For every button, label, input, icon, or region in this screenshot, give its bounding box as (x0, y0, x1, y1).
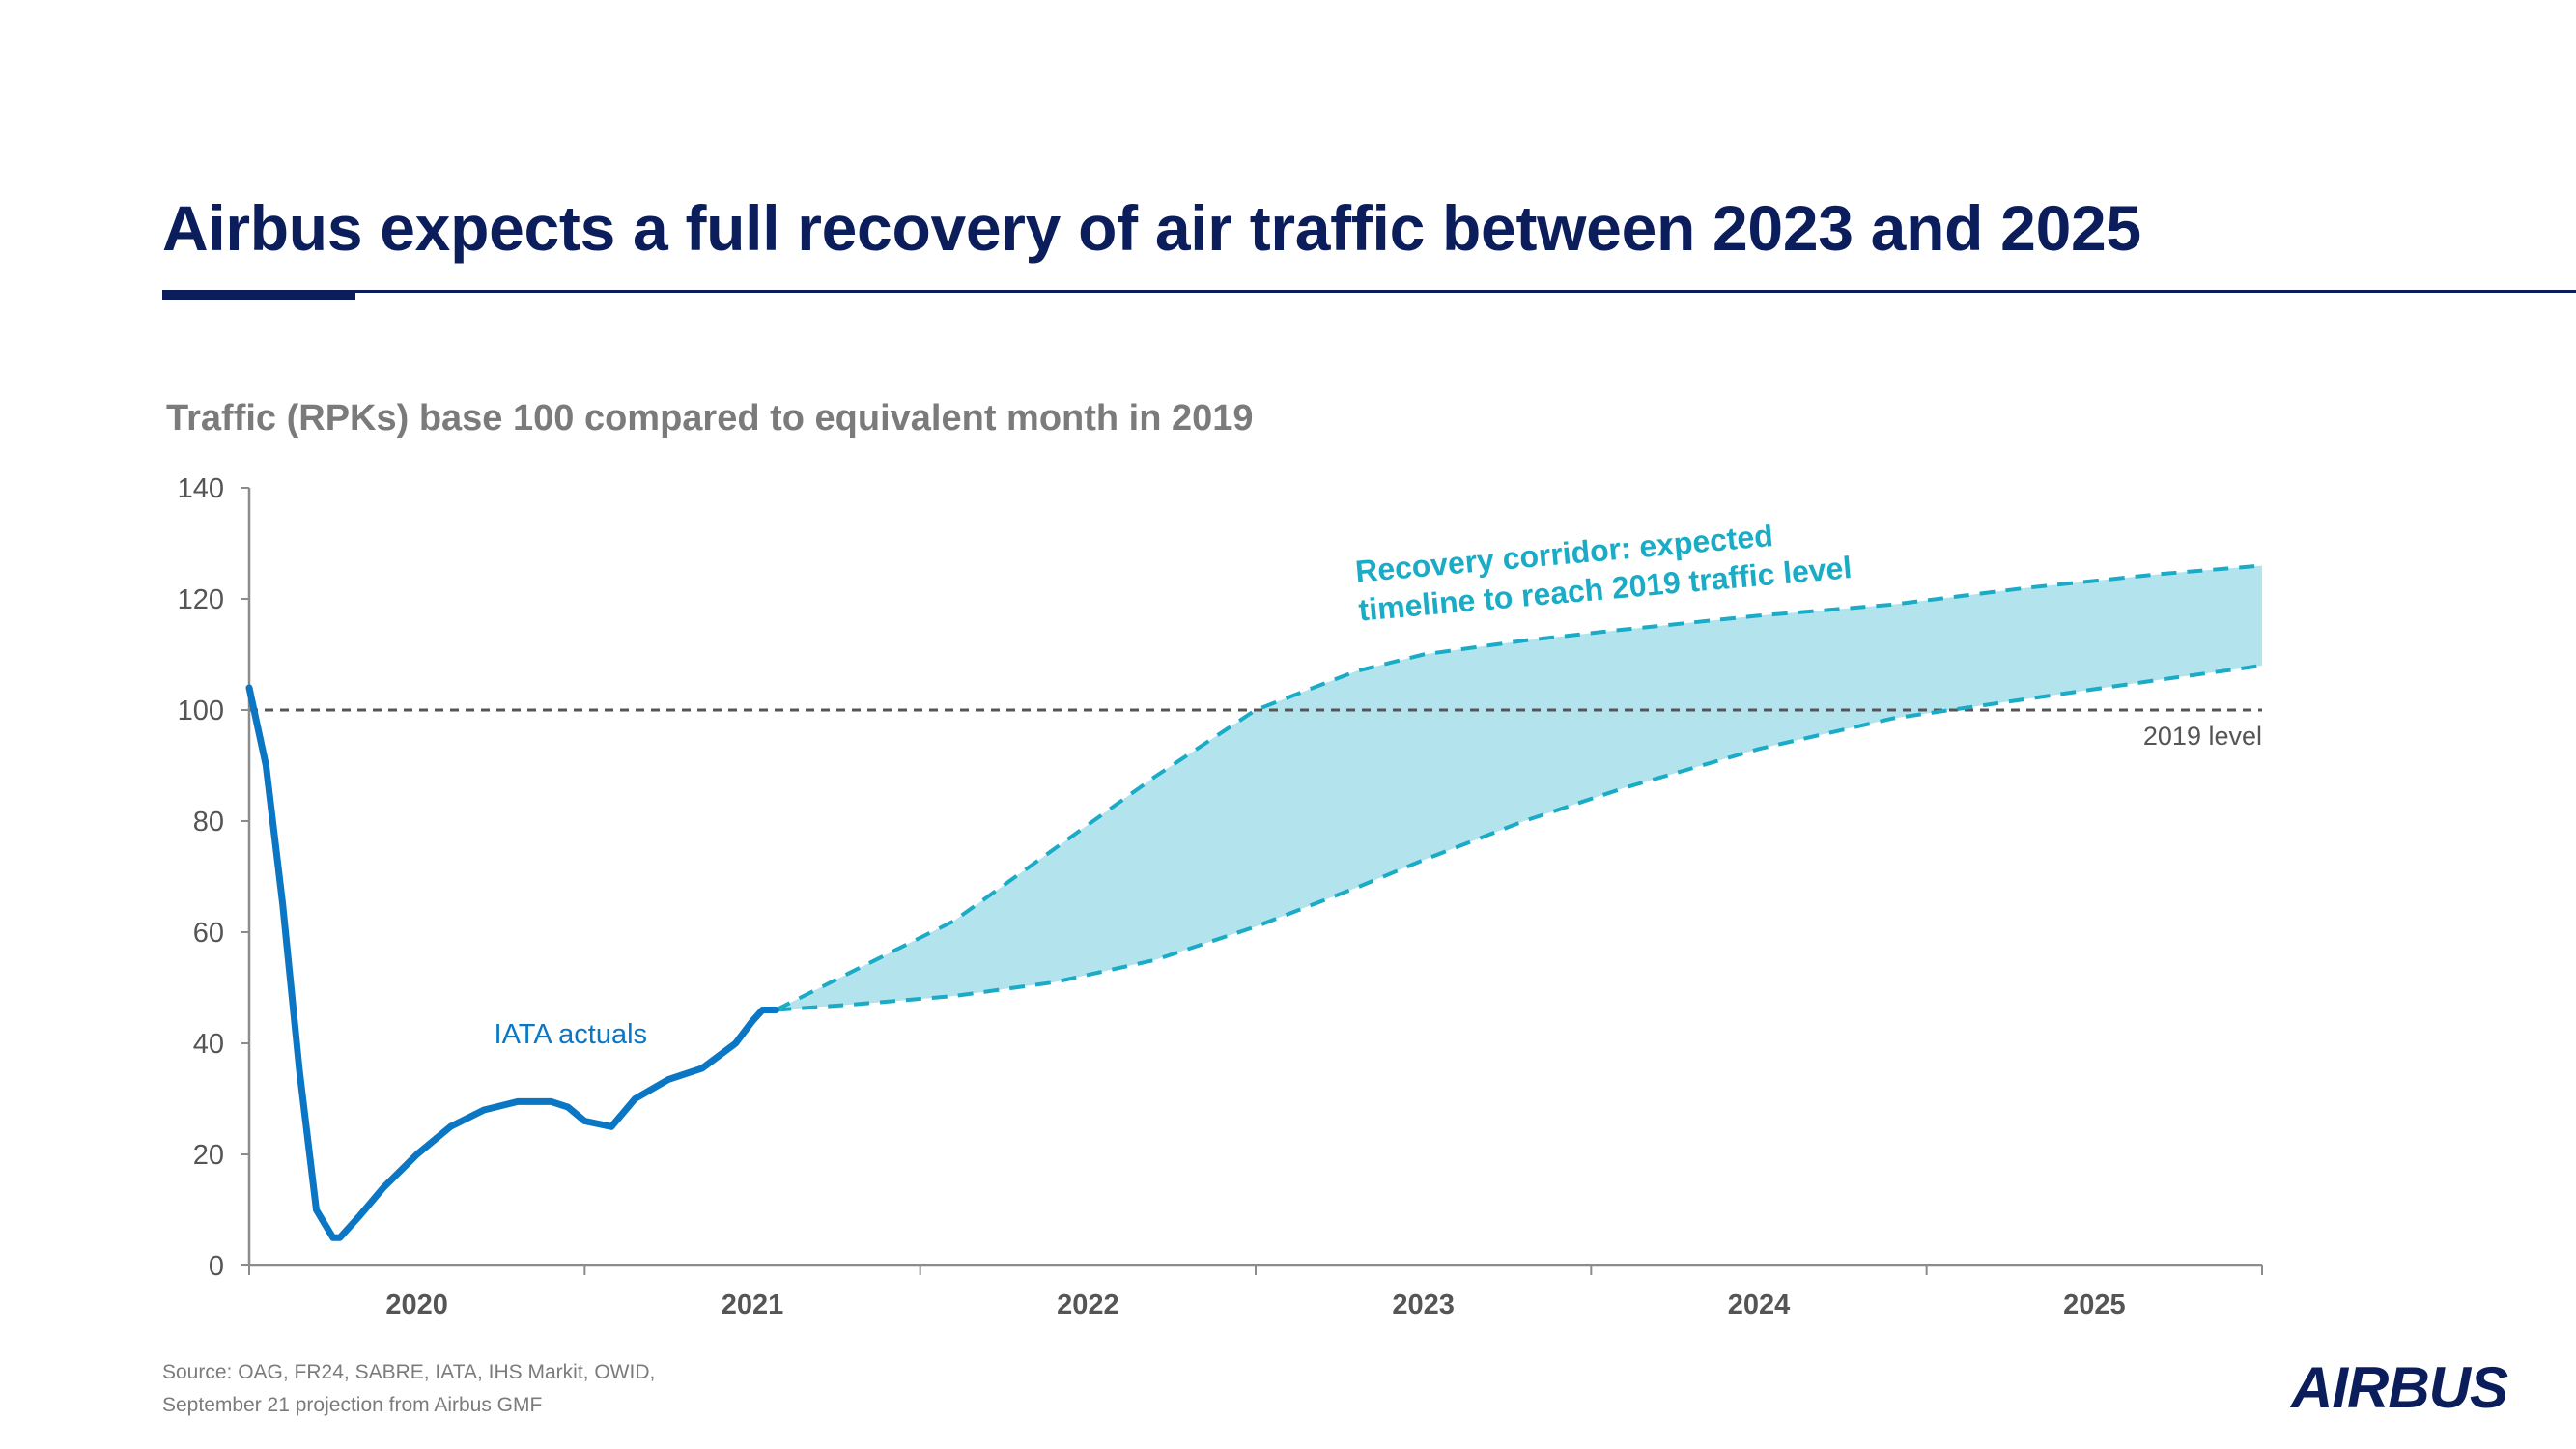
slide-title: Airbus expects a full recovery of air tr… (162, 192, 2141, 264)
y-tick-label: 100 (178, 696, 224, 726)
iata-actuals-label: IATA actuals (495, 1019, 648, 1050)
x-tick-label: 2025 (2063, 1290, 2126, 1321)
source-line-2: September 21 projection from Airbus GMF (162, 1394, 543, 1416)
title-accent-bar (162, 290, 355, 300)
airbus-logo: AIRBUS (2291, 1355, 2508, 1420)
chart-title: Traffic (RPKs) base 100 compared to equi… (166, 398, 1254, 439)
source-note: Source: OAG, FR24, SABRE, IATA, IHS Mark… (162, 1356, 655, 1422)
corridor-lower-line (776, 664, 2263, 1012)
x-tick-label: 2020 (385, 1290, 448, 1321)
y-tick-label: 60 (193, 918, 224, 949)
reference-line-label: 2019 level (2143, 722, 2262, 751)
x-tick-label: 2021 (722, 1290, 784, 1321)
y-tick-label: 40 (193, 1029, 224, 1060)
iata-actuals-line (245, 684, 779, 1241)
y-tick-label: 20 (193, 1140, 224, 1171)
corridor-upper-line (775, 563, 2263, 1012)
y-tick-label: 0 (209, 1251, 224, 1282)
title-divider (162, 290, 2576, 293)
recovery-corridor-area (776, 565, 2262, 1010)
x-tick-label: 2023 (1392, 1290, 1455, 1321)
y-tick-label: 80 (193, 807, 224, 838)
x-tick-label: 2024 (1728, 1290, 1791, 1321)
y-tick-label: 120 (178, 584, 224, 615)
source-line-1: Source: OAG, FR24, SABRE, IATA, IHS Mark… (162, 1361, 656, 1383)
x-tick-label: 2022 (1057, 1290, 1119, 1321)
y-tick-label: 140 (178, 473, 224, 504)
